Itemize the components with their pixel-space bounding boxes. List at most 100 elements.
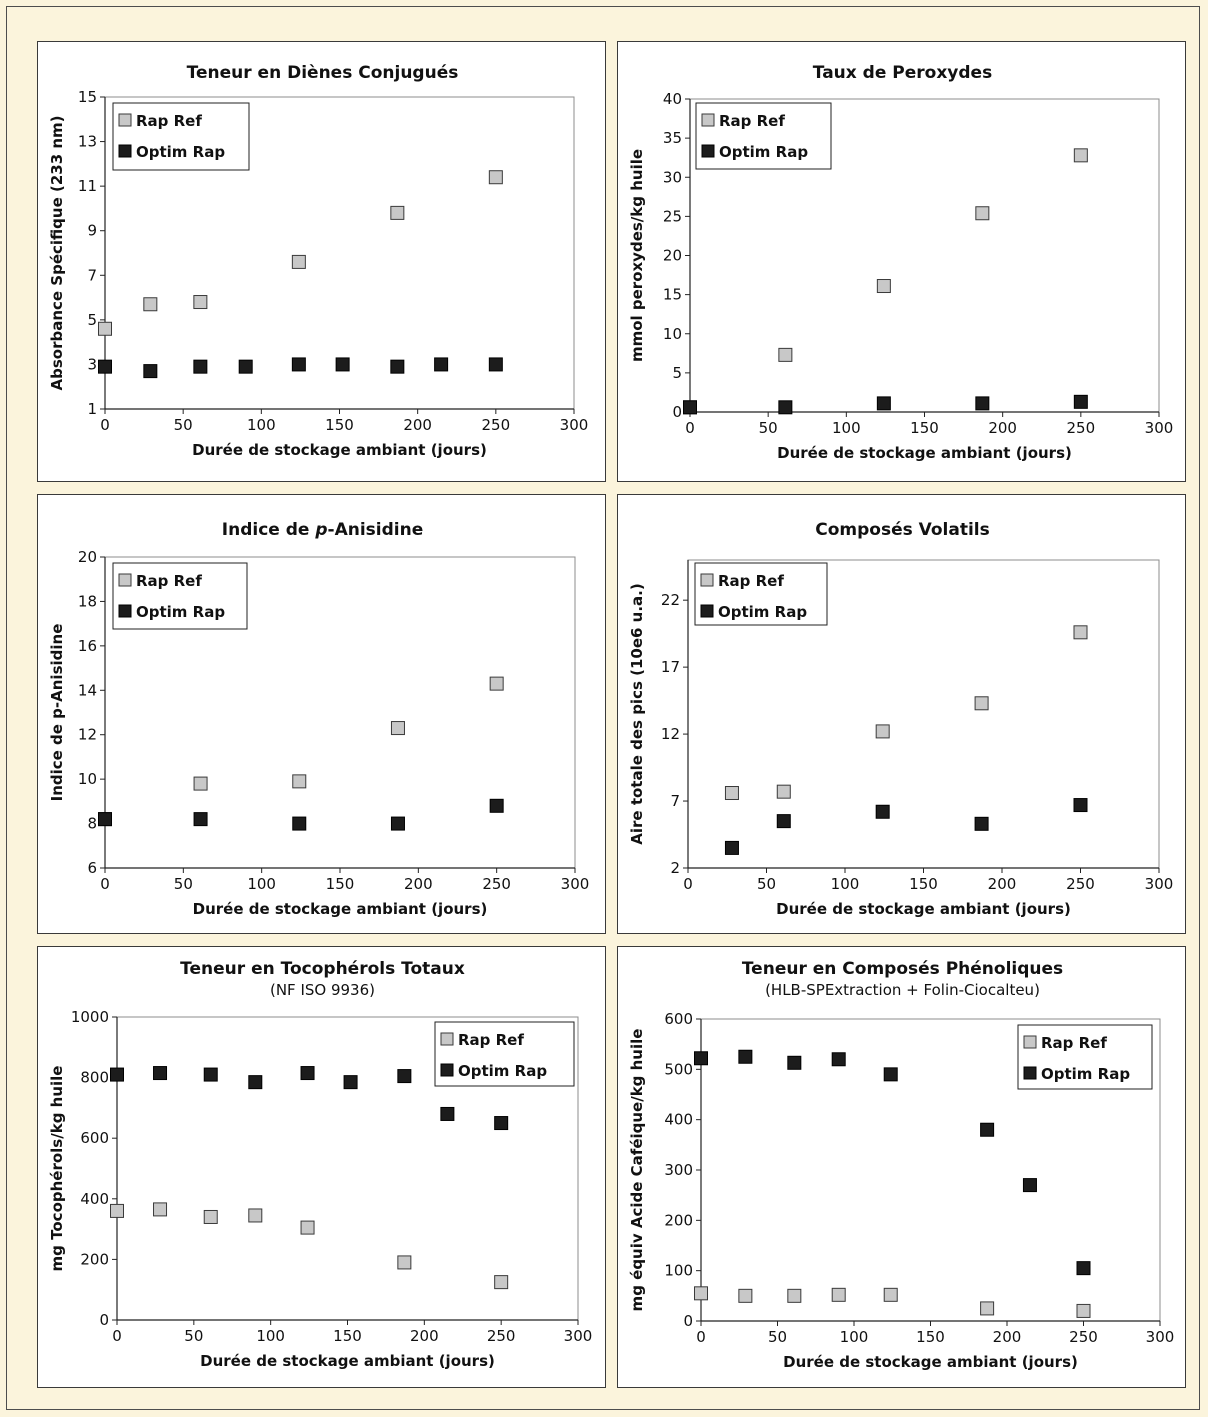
chart-title: Indice de p-Anisidine bbox=[222, 520, 423, 540]
x-tick-label: 50 bbox=[768, 1328, 787, 1346]
legend-label: Optim Rap bbox=[719, 143, 808, 161]
x-tick-label: 100 bbox=[247, 416, 276, 434]
data-point-optim-rap bbox=[875, 804, 890, 819]
data-point-optim-rap bbox=[1073, 798, 1088, 813]
data-point-optim-rap bbox=[488, 357, 503, 372]
data-point-optim-rap bbox=[98, 359, 112, 374]
legend-swatch bbox=[118, 144, 132, 158]
data-point-optim-rap bbox=[390, 359, 405, 374]
x-tick-label: 50 bbox=[174, 875, 193, 893]
x-tick-label: 150 bbox=[916, 1328, 945, 1346]
x-tick-label: 200 bbox=[993, 1328, 1022, 1346]
chart-subtitle: (HLB-SPExtraction + Folin-Ciocalteu) bbox=[765, 981, 1040, 999]
data-point-optim-rap bbox=[724, 840, 739, 855]
data-point-rap-ref bbox=[98, 321, 112, 336]
x-tick-label: 200 bbox=[410, 1327, 439, 1345]
y-tick-label: 0 bbox=[99, 1311, 109, 1329]
legend-label: Rap Ref bbox=[136, 572, 202, 590]
data-point-rap-ref bbox=[980, 1301, 995, 1316]
y-tick-label: 14 bbox=[78, 681, 97, 699]
y-tick-label: 3 bbox=[87, 355, 97, 373]
data-point-optim-rap bbox=[1073, 394, 1088, 409]
x-tick-label: 150 bbox=[326, 875, 355, 893]
data-point-optim-rap bbox=[1076, 1261, 1091, 1276]
y-tick-label: 1 bbox=[87, 400, 97, 418]
x-tick-label: 250 bbox=[482, 416, 511, 434]
y-tick-label: 800 bbox=[80, 1069, 109, 1087]
data-point-optim-rap bbox=[778, 400, 793, 415]
y-tick-label: 0 bbox=[672, 403, 682, 421]
legend-swatch bbox=[700, 573, 714, 587]
x-tick-label: 100 bbox=[256, 1327, 285, 1345]
data-point-rap-ref bbox=[291, 254, 306, 269]
data-point-optim-rap bbox=[1022, 1178, 1037, 1193]
x-tick-label: 0 bbox=[696, 1328, 706, 1346]
x-tick-label: 250 bbox=[1066, 875, 1095, 893]
chart-svg: Taux de Peroxydes 0 50 100 150 200 250 300 0 5 10 1… bbox=[628, 63, 1173, 462]
x-tick-label: 0 bbox=[685, 419, 695, 437]
data-point-rap-ref bbox=[738, 1288, 753, 1303]
y-tick-label: 35 bbox=[663, 129, 682, 147]
y-tick-label: 400 bbox=[80, 1190, 109, 1208]
x-tick-label: 0 bbox=[100, 875, 110, 893]
y-tick-label: 10 bbox=[663, 325, 682, 343]
legend-swatch bbox=[701, 144, 715, 158]
data-point-optim-rap bbox=[776, 814, 791, 829]
x-axis-label: Durée de stockage ambiant (jours) bbox=[783, 1353, 1078, 1371]
y-tick-label: 25 bbox=[663, 207, 682, 225]
chart-title: Taux de Peroxydes bbox=[813, 63, 992, 83]
y-tick-label: 200 bbox=[664, 1211, 693, 1229]
x-tick-label: 300 bbox=[1146, 1328, 1175, 1346]
data-point-rap-ref bbox=[787, 1288, 802, 1303]
data-point-optim-rap bbox=[143, 364, 158, 379]
chart-svg: Teneur en Diènes Conjugués 0 50 100 150 200 25… bbox=[48, 63, 588, 459]
y-tick-label: 500 bbox=[664, 1060, 693, 1078]
x-tick-label: 250 bbox=[1069, 1328, 1098, 1346]
data-point-optim-rap bbox=[694, 1051, 708, 1066]
chart-title: Composés Volatils bbox=[815, 520, 990, 540]
data-point-rap-ref bbox=[488, 170, 503, 185]
y-tick-label: 12 bbox=[661, 725, 680, 743]
legend-swatch bbox=[118, 604, 132, 618]
data-point-rap-ref bbox=[694, 1286, 708, 1301]
y-tick-label: 1000 bbox=[71, 1008, 109, 1026]
chart-panel-peroxydes: Taux de Peroxydes 0 50 100 150 200 250 300 0 5 10 1… bbox=[617, 41, 1186, 482]
data-point-rap-ref bbox=[193, 295, 208, 310]
data-point-rap-ref bbox=[974, 696, 989, 711]
data-point-rap-ref bbox=[203, 1209, 218, 1224]
x-tick-label: 150 bbox=[325, 416, 354, 434]
data-point-optim-rap bbox=[876, 396, 891, 411]
figure-frame bbox=[6, 6, 1200, 1410]
legend-label: Optim Rap bbox=[136, 603, 225, 621]
y-tick-label: 0 bbox=[683, 1312, 693, 1330]
chart-svg: Teneur en Composés Phénoliques (HLB-SPExt… bbox=[628, 959, 1175, 1371]
legend bbox=[694, 562, 828, 626]
data-point-optim-rap bbox=[883, 1067, 898, 1082]
legend bbox=[1017, 1024, 1153, 1090]
x-tick-label: 100 bbox=[247, 875, 276, 893]
y-tick-label: 11 bbox=[78, 177, 97, 195]
chart-title: Teneur en Diènes Conjugués bbox=[187, 63, 459, 83]
y-tick-label: 5 bbox=[87, 311, 97, 329]
x-tick-label: 150 bbox=[909, 875, 938, 893]
legend-label: Rap Ref bbox=[718, 572, 784, 590]
y-tick-label: 13 bbox=[78, 133, 97, 151]
legend-label: Rap Ref bbox=[458, 1031, 524, 1049]
legend-swatch bbox=[1023, 1066, 1037, 1080]
data-point-rap-ref bbox=[110, 1203, 124, 1218]
data-point-optim-rap bbox=[397, 1069, 412, 1084]
x-tick-label: 0 bbox=[112, 1327, 122, 1345]
y-axis-label: Absorbance Spécifique (233 nm) bbox=[48, 115, 66, 390]
data-point-rap-ref bbox=[390, 205, 405, 220]
y-tick-label: 9 bbox=[87, 222, 97, 240]
data-point-optim-rap bbox=[248, 1075, 263, 1090]
y-tick-label: 10 bbox=[78, 770, 97, 788]
y-tick-label: 100 bbox=[664, 1262, 693, 1280]
data-point-optim-rap bbox=[292, 816, 307, 831]
data-point-optim-rap bbox=[291, 357, 306, 372]
data-point-optim-rap bbox=[193, 812, 208, 827]
data-point-rap-ref bbox=[143, 297, 158, 312]
data-point-rap-ref bbox=[778, 347, 793, 362]
data-point-rap-ref bbox=[494, 1275, 509, 1290]
legend-swatch bbox=[701, 113, 715, 127]
